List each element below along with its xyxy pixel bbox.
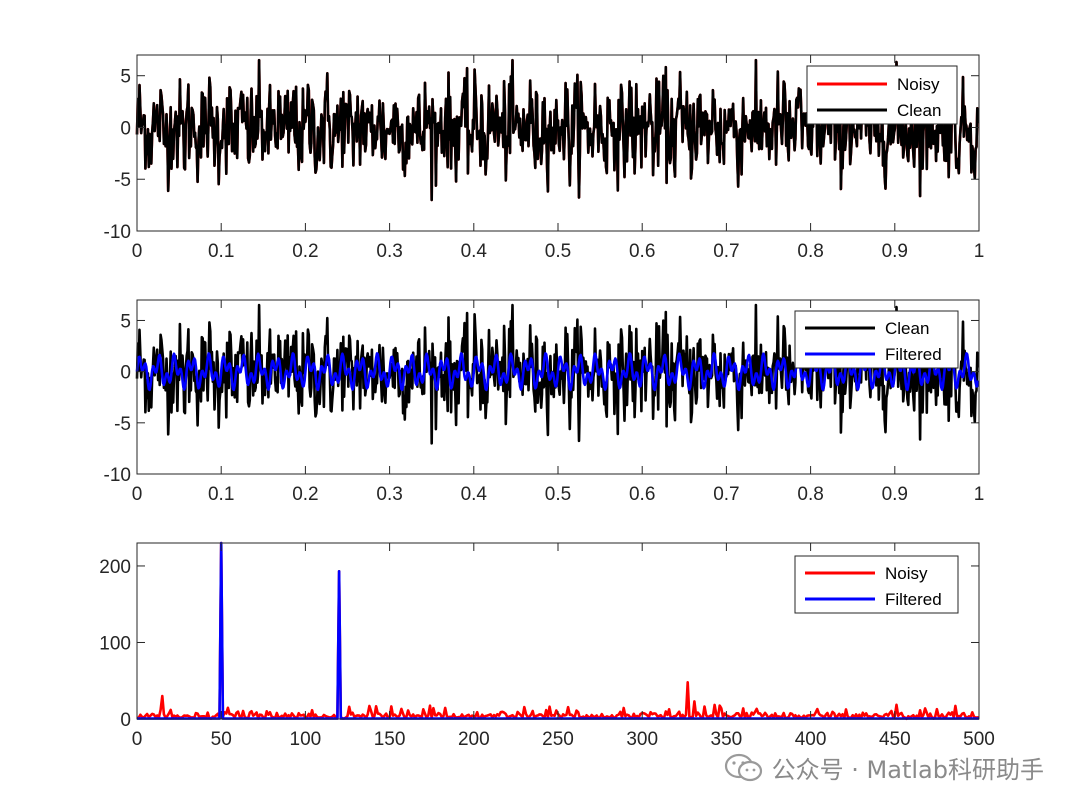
x-tick-label: 0.6: [629, 484, 655, 505]
chart-panel-3: 0 50 100 150 200 250 300 350 400 450 500 200 100 0 No…: [99, 541, 995, 750]
legend-box-3: [794, 555, 959, 614]
chart-panel-1: 0 0.1 0.2 0.3 0.4 0.5 0.6 0.7 0.8 0.9 1 5 0 -5 -10 Noi…: [104, 54, 985, 262]
legend-3: Noisy Filtered: [794, 555, 959, 614]
x-tick-label: 0.1: [208, 484, 234, 505]
y-tick-label: 100: [99, 633, 131, 654]
x-tick-label: 1: [974, 241, 985, 262]
legend-box-1: [806, 65, 958, 125]
ticks-2: 0 0.1 0.2 0.3 0.4 0.5 0.6 0.7 0.8 0.9 1 5 0 -5 -10: [104, 300, 985, 505]
y-tick-label: 200: [99, 557, 131, 578]
watermark-text: 公众号 · Matlab科研助手: [771, 756, 1044, 784]
x-tick-label: 0.6: [629, 241, 655, 262]
x-tick-label: 0.1: [208, 241, 234, 262]
ticks-1: 0 0.1 0.2 0.3 0.4 0.5 0.6 0.7 0.8 0.9 1 5 0 -5 -10: [104, 55, 985, 262]
x-tick-label: 0.9: [882, 241, 908, 262]
watermark: 公众号 · Matlab科研助手: [724, 750, 1044, 785]
x-tick-label: 0: [132, 241, 143, 262]
x-tick-label: 0.8: [797, 484, 823, 505]
x-tick-label: 0.4: [461, 241, 488, 262]
x-tick-label: 500: [963, 729, 995, 750]
x-tick-label: 250: [542, 729, 574, 750]
legend-label-clean: Clean: [897, 101, 941, 120]
x-tick-label: 400: [795, 729, 827, 750]
legend-label-filtered-3: Filtered: [885, 590, 942, 609]
legend-2: Clean Filtered: [794, 310, 959, 369]
y-tick-label: 0: [120, 363, 131, 384]
x-tick-label: 300: [626, 729, 658, 750]
y-tick-label: -10: [104, 465, 131, 486]
ticks-3: 0 50 100 150 200 250 300 350 400 450 500 200 100 0: [99, 543, 995, 750]
x-tick-label: 0.8: [797, 241, 823, 262]
x-tick-label: 0.5: [545, 484, 571, 505]
x-tick-label: 0.7: [713, 241, 739, 262]
legend-label-noisy: Noisy: [897, 75, 940, 94]
x-tick-label: 50: [211, 729, 232, 750]
y-tick-label: -5: [114, 170, 131, 191]
x-tick-label: 0: [132, 729, 143, 750]
x-tick-label: 450: [879, 729, 911, 750]
x-tick-label: 0.4: [461, 484, 488, 505]
x-tick-label: 0.9: [882, 484, 908, 505]
x-tick-label: 150: [374, 729, 406, 750]
x-tick-label: 0.3: [376, 484, 402, 505]
x-tick-label: 200: [458, 729, 490, 750]
y-tick-label: 0: [120, 710, 131, 731]
x-tick-label: 0.3: [376, 241, 402, 262]
legend-box-2: [794, 310, 959, 369]
x-tick-label: 0.2: [292, 484, 318, 505]
y-tick-label: -10: [104, 222, 131, 243]
y-tick-label: 0: [120, 118, 131, 139]
x-tick-label: 0.5: [545, 241, 571, 262]
legend-1: Noisy Clean: [806, 65, 958, 125]
wechat-icon: [724, 753, 762, 781]
legend-label-noisy-3: Noisy: [885, 564, 928, 583]
x-tick-label: 0: [132, 484, 143, 505]
legend-label-clean-2: Clean: [885, 319, 929, 338]
x-tick-label: 350: [711, 729, 743, 750]
y-tick-label: 5: [120, 311, 131, 332]
x-tick-label: 0.7: [713, 484, 739, 505]
legend-label-filtered: Filtered: [885, 345, 942, 364]
x-tick-label: 0.2: [292, 241, 318, 262]
y-tick-label: -5: [114, 414, 131, 435]
x-tick-label: 1: [974, 484, 985, 505]
chart-panel-2: 0 0.1 0.2 0.3 0.4 0.5 0.6 0.7 0.8 0.9 1 5 0 -5 -10 Cle…: [104, 299, 985, 505]
series-line-filtered: [135, 352, 980, 392]
x-tick-label: 100: [290, 729, 322, 750]
y-tick-label: 5: [120, 67, 131, 88]
